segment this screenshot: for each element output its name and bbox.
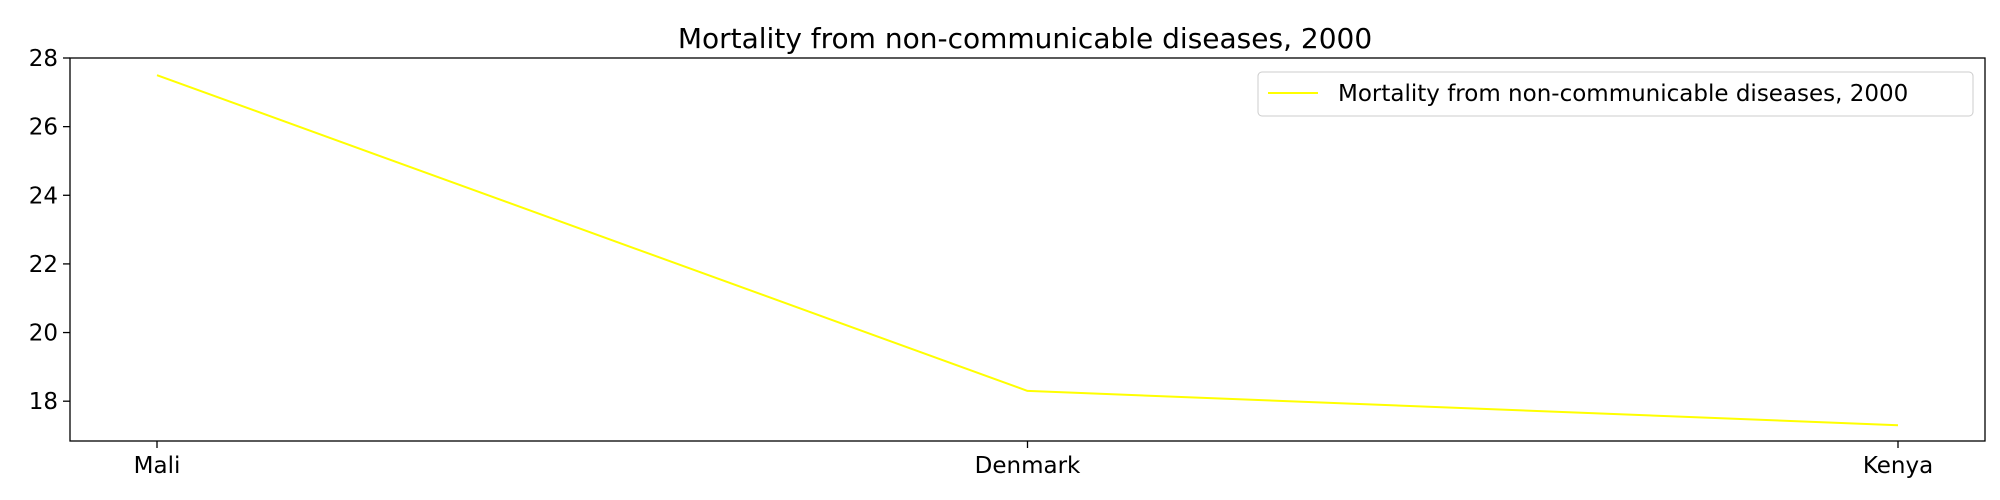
- legend-box: [1257, 71, 1974, 117]
- series-layer: [156, 74, 1899, 427]
- x-tick-label: Mali: [134, 453, 181, 479]
- x-tick-label: Denmark: [975, 453, 1081, 479]
- legend: Mortality from non-communicable diseases…: [1257, 71, 1974, 117]
- x-tick-label: Kenya: [1863, 453, 1933, 479]
- legend-label: Mortality from non-communicable diseases…: [1338, 81, 1908, 107]
- y-tick-label: 20: [29, 321, 58, 347]
- series-line: [156, 74, 1899, 427]
- x-axis: Mali Denmark Kenya: [134, 441, 1933, 479]
- y-tick-label: 28: [29, 46, 58, 72]
- plot-area-frame: [69, 57, 1986, 442]
- y-axis: 18 20 22 24 26 28: [29, 46, 70, 415]
- y-tick-label: 18: [29, 389, 58, 415]
- y-tick-label: 24: [29, 183, 58, 209]
- chart-title: Mortality from non-communicable diseases…: [678, 22, 1372, 55]
- y-tick-label: 22: [29, 252, 58, 278]
- y-tick-label: 26: [29, 115, 58, 141]
